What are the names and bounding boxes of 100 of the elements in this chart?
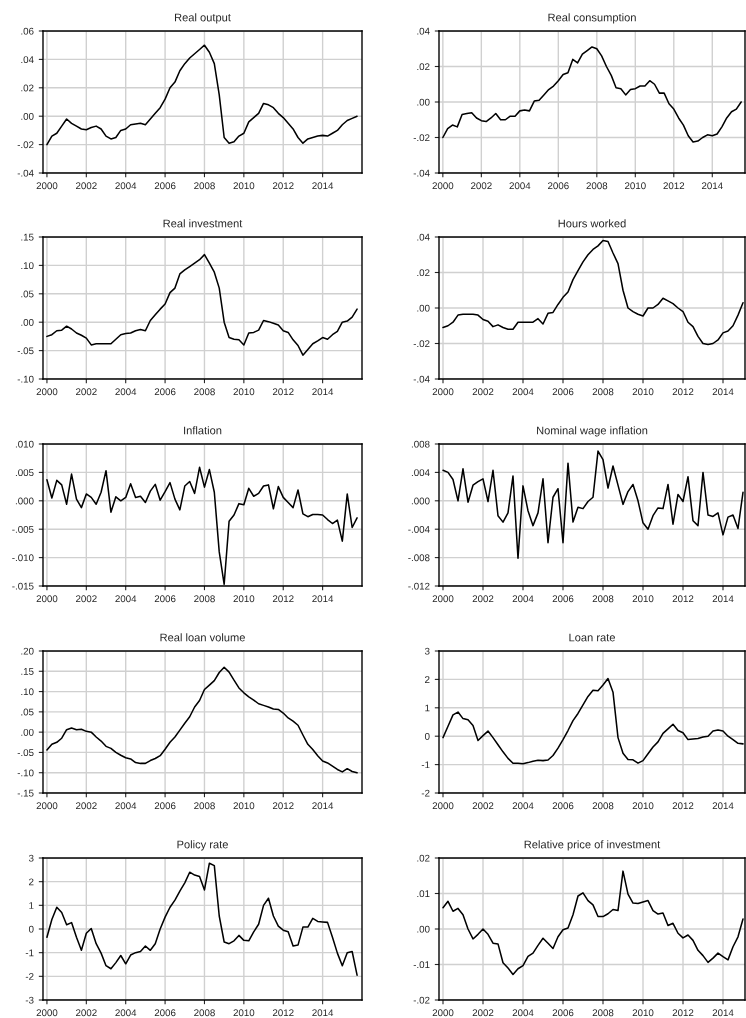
chart-title: Loan rate bbox=[569, 633, 615, 642]
x-tick-label: 2014 bbox=[312, 182, 334, 190]
x-tick-label: 2006 bbox=[552, 388, 574, 396]
x-tick-label: 2008 bbox=[194, 182, 215, 190]
x-tick-label: 2002 bbox=[76, 388, 97, 396]
line-series bbox=[46, 862, 358, 976]
y-tick-label: -.10 bbox=[17, 769, 34, 777]
y-tick-label: .20 bbox=[21, 647, 34, 655]
x-tick-label: 2004 bbox=[115, 802, 137, 810]
y-tick-label: -1 bbox=[421, 761, 430, 769]
x-tick-label: 2008 bbox=[592, 388, 614, 396]
y-tick-label: .02 bbox=[21, 84, 34, 92]
x-tick-label: 2008 bbox=[592, 802, 614, 810]
y-tick-label: .000 bbox=[15, 497, 34, 505]
y-tick-label: .02 bbox=[417, 269, 430, 277]
x-tick-label: 2014 bbox=[701, 182, 723, 190]
y-tick-label: .00 bbox=[417, 304, 430, 312]
x-tick-label: 2000 bbox=[36, 802, 58, 810]
y-tick-label: .00 bbox=[21, 318, 34, 326]
y-tick-label: -.010 bbox=[12, 554, 34, 562]
y-tick-label: 3 bbox=[424, 647, 430, 655]
x-tick-label: 2010 bbox=[624, 182, 646, 190]
x-tick-label: 2004 bbox=[115, 595, 137, 603]
y-tick-label: .04 bbox=[417, 233, 430, 241]
y-tick-label: .05 bbox=[21, 708, 34, 716]
x-tick-label: 2006 bbox=[154, 182, 176, 190]
x-tick-label: 2010 bbox=[233, 1009, 255, 1017]
x-tick-label: 2004 bbox=[115, 182, 137, 190]
chart-title: Hours worked bbox=[558, 219, 626, 228]
y-tick-label: 2 bbox=[29, 878, 34, 886]
y-tick-label: -.04 bbox=[17, 169, 34, 177]
x-tick-label: 2012 bbox=[672, 802, 694, 810]
x-tick-label: 2014 bbox=[712, 595, 734, 603]
y-tick-label: .06 bbox=[21, 27, 34, 35]
y-tick-label: -.10 bbox=[17, 375, 34, 383]
x-tick-label: 2002 bbox=[472, 802, 494, 810]
x-tick-label: 2002 bbox=[472, 388, 494, 396]
x-tick-label: 2000 bbox=[432, 802, 454, 810]
y-tick-label: -.015 bbox=[12, 582, 34, 590]
x-tick-label: 2014 bbox=[312, 802, 334, 810]
x-tick-label: 2010 bbox=[233, 595, 255, 603]
y-tick-label: -.012 bbox=[408, 582, 430, 590]
x-tick-label: 2000 bbox=[432, 182, 454, 190]
x-tick-label: 2010 bbox=[632, 388, 654, 396]
x-tick-label: 2000 bbox=[432, 1009, 454, 1017]
y-tick-label: 2 bbox=[425, 676, 430, 683]
x-tick-label: 2006 bbox=[552, 802, 574, 810]
x-tick-label: 2006 bbox=[552, 1009, 574, 1017]
x-tick-label: 2014 bbox=[712, 1009, 734, 1017]
x-tick-label: 2008 bbox=[194, 388, 215, 396]
y-tick-label: -2 bbox=[421, 789, 430, 797]
y-tick-label: -.01 bbox=[413, 961, 430, 969]
x-tick-label: 2010 bbox=[632, 595, 654, 603]
x-tick-label: 2000 bbox=[36, 182, 58, 190]
chart-title: Real investment bbox=[163, 219, 243, 228]
y-tick-label: -.04 bbox=[413, 375, 430, 383]
y-tick-label: -3 bbox=[25, 996, 34, 1004]
y-tick-label: -.004 bbox=[408, 525, 430, 533]
x-tick-label: 2012 bbox=[672, 1009, 694, 1017]
y-tick-label: .02 bbox=[417, 854, 430, 862]
x-tick-label: 2012 bbox=[663, 182, 685, 190]
x-tick-label: 2014 bbox=[312, 388, 334, 396]
chart-title: Policy rate bbox=[177, 840, 228, 851]
y-tick-label: .04 bbox=[21, 56, 34, 64]
x-tick-label: 2010 bbox=[632, 1009, 654, 1017]
x-tick-label: 2002 bbox=[76, 182, 97, 190]
x-tick-label: 2014 bbox=[712, 802, 734, 810]
chart-title: Nominal wage inflation bbox=[537, 426, 648, 437]
y-tick-label: 0 bbox=[28, 925, 34, 933]
x-tick-label: 2000 bbox=[36, 1009, 58, 1017]
y-tick-label: 0 bbox=[424, 732, 430, 740]
y-tick-label: .000 bbox=[411, 497, 430, 505]
y-tick-label: -.15 bbox=[17, 789, 34, 797]
y-tick-label: -.05 bbox=[17, 347, 34, 355]
x-tick-label: 2004 bbox=[512, 802, 534, 810]
x-tick-label: 2000 bbox=[36, 595, 58, 603]
x-tick-label: 2006 bbox=[154, 802, 176, 810]
x-tick-label: 2012 bbox=[272, 182, 294, 190]
x-tick-label: 2000 bbox=[432, 388, 454, 396]
y-tick-label: .00 bbox=[21, 112, 34, 120]
line-series bbox=[46, 666, 358, 774]
x-tick-label: 2014 bbox=[312, 1009, 334, 1017]
x-tick-label: 2006 bbox=[154, 595, 176, 603]
x-tick-label: 2004 bbox=[512, 1009, 534, 1017]
y-tick-label: .005 bbox=[15, 469, 34, 477]
y-tick-label: -2 bbox=[25, 973, 34, 980]
x-tick-label: 2002 bbox=[76, 802, 97, 810]
x-tick-label: 2002 bbox=[76, 1009, 97, 1017]
x-tick-label: 2002 bbox=[76, 595, 97, 603]
y-tick-label: -.02 bbox=[413, 134, 430, 142]
line-series bbox=[46, 44, 358, 146]
y-tick-label: 1 bbox=[29, 902, 34, 909]
y-tick-label: -1 bbox=[25, 949, 34, 957]
x-tick-label: 2012 bbox=[272, 802, 294, 810]
x-tick-label: 2014 bbox=[712, 388, 734, 396]
y-tick-label: -.04 bbox=[413, 169, 430, 177]
x-tick-label: 2008 bbox=[194, 595, 215, 603]
x-tick-label: 2010 bbox=[632, 802, 654, 810]
x-tick-label: 2004 bbox=[115, 1009, 137, 1017]
y-tick-label: -.008 bbox=[408, 554, 430, 562]
